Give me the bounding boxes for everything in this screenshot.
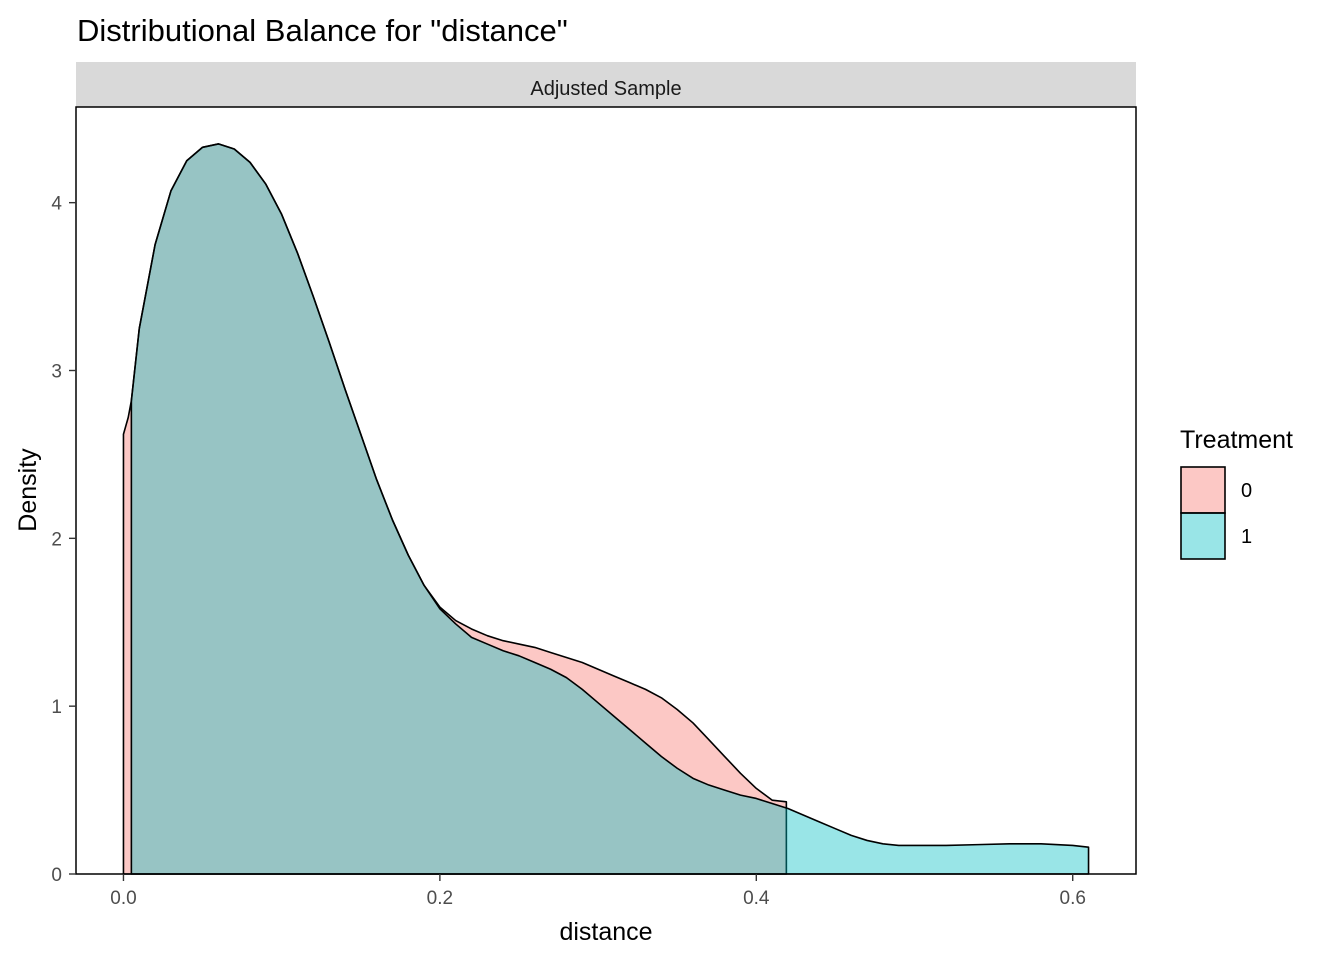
x-axis-title: distance [559,918,652,946]
plot-panel-border [75,106,1137,875]
x-tick-label: 0.2 [427,888,453,909]
legend-label-1: 1 [1241,526,1252,548]
density-area-treatment-1 [130,143,1090,875]
facet-strip-label: Adjusted Sample [530,78,681,100]
x-tick-label: 0.0 [110,888,136,909]
legend: Treatment 0 1 [1180,426,1293,560]
x-tick-label: 0.4 [743,888,770,909]
y-axis: 0 1 2 3 4 [51,194,76,886]
y-tick-label: 2 [51,529,62,550]
y-axis-title: Density [14,448,42,532]
y-tick-label: 0 [51,865,62,886]
chart-title: Distributional Balance for "distance" [77,13,568,48]
legend-label-0: 0 [1241,480,1252,502]
y-tick-label: 1 [51,697,62,718]
x-axis: 0.0 0.2 0.4 0.6 [110,874,1086,909]
legend-key-0 [1180,466,1226,514]
legend-title: Treatment [1180,426,1293,454]
x-tick-label: 0.6 [1060,888,1086,909]
y-tick-label: 3 [51,361,62,382]
legend-key-1 [1180,512,1226,560]
y-tick-label: 4 [51,194,62,215]
density-curves [122,143,1090,875]
facet-strip [76,62,1136,107]
